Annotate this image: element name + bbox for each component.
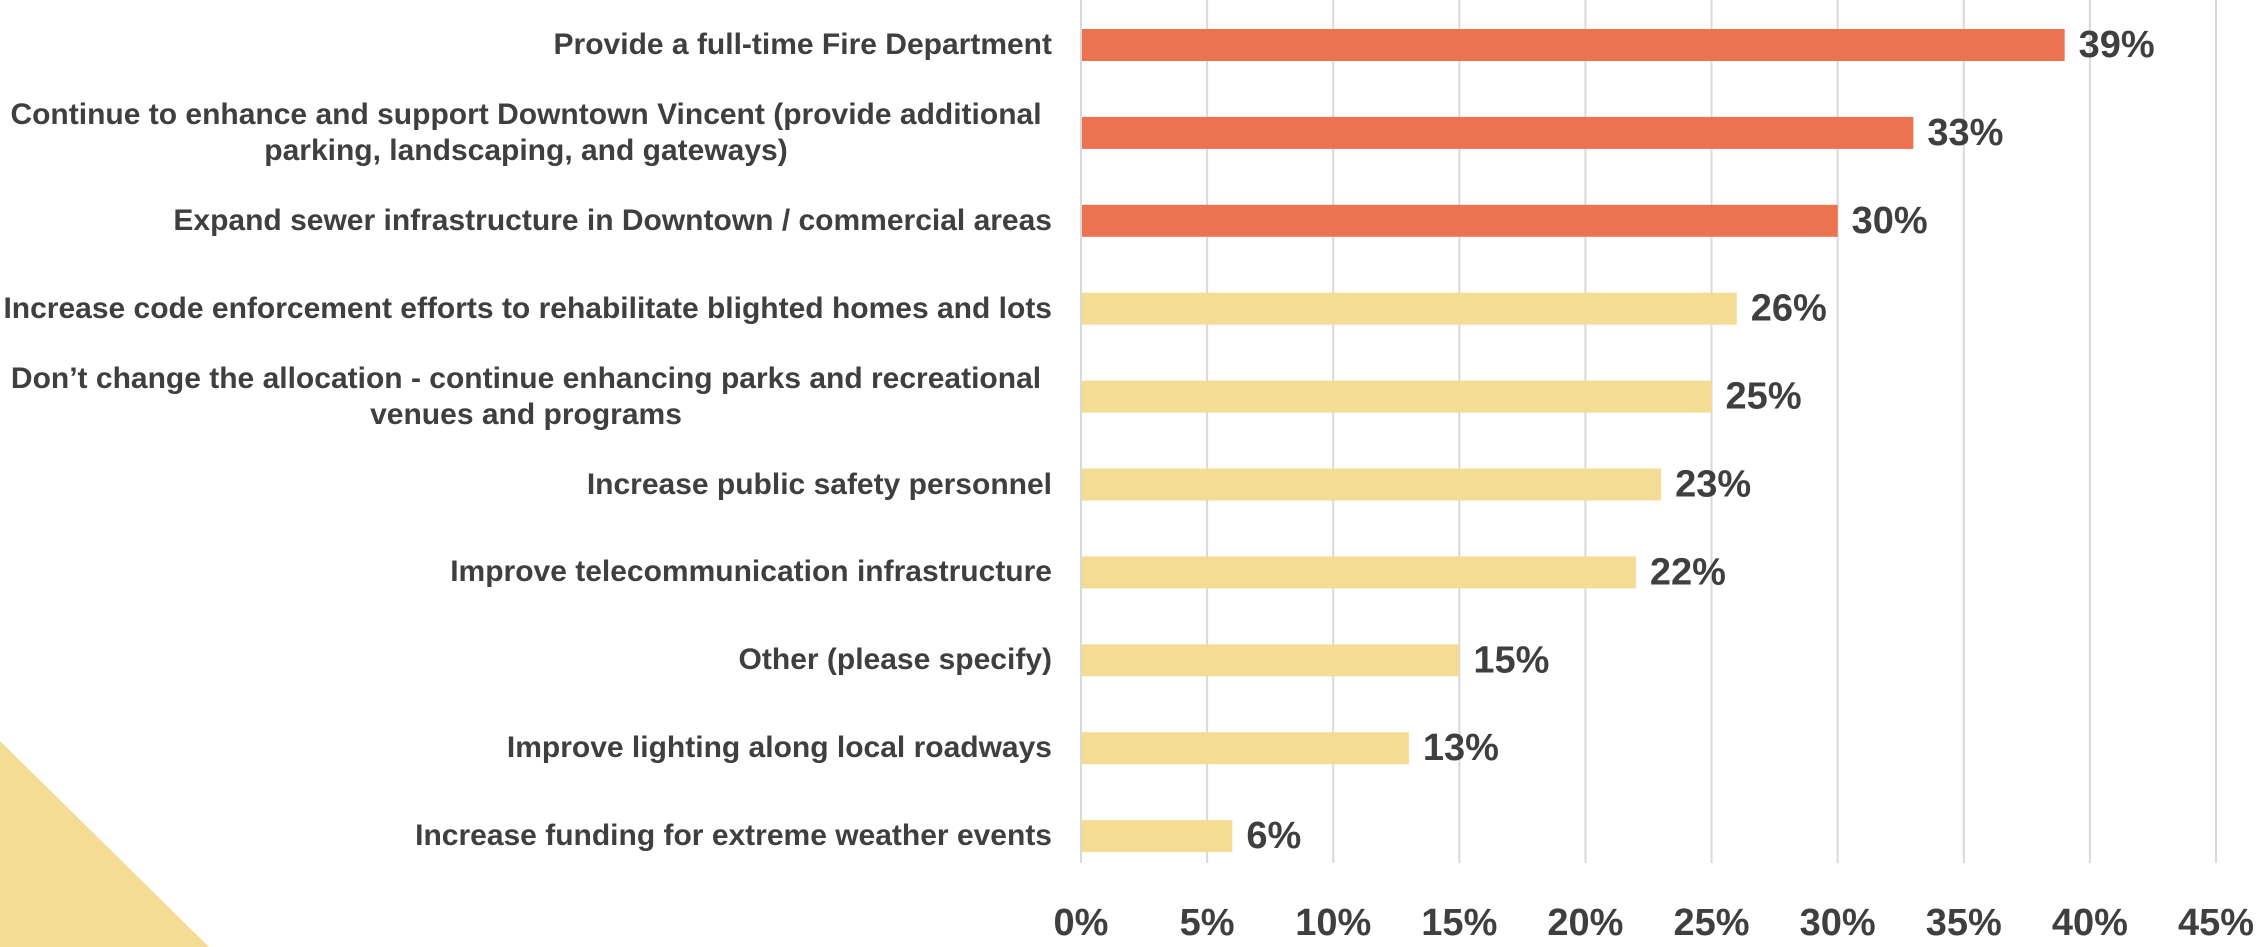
- category-label: Increase funding for extreme weather eve…: [415, 819, 1052, 853]
- value-label: 23%: [1675, 464, 1751, 506]
- x-tick-label: 10%: [1295, 902, 1371, 944]
- category-label-box: Other (please specify): [0, 620, 1052, 700]
- value-label: 26%: [1751, 288, 1827, 330]
- category-label: Increase public safety personnel: [586, 467, 1052, 501]
- x-tick-label: 25%: [1674, 902, 1750, 944]
- value-label: 30%: [1852, 200, 1928, 242]
- bar: [1081, 644, 1460, 677]
- x-tick-label: 40%: [2052, 902, 2128, 944]
- category-label: Don’t change the allocation - continue e…: [10, 361, 1042, 431]
- value-label: 6%: [1246, 815, 1301, 857]
- bar: [1081, 29, 2065, 61]
- category-label-box: Increase funding for extreme weather eve…: [0, 796, 1052, 876]
- category-label-box: Improve lighting along local roadways: [0, 708, 1052, 788]
- bar: [1081, 820, 1233, 853]
- category-label-box: Increase code enforcement efforts to reh…: [0, 269, 1052, 349]
- category-label: Expand sewer infrastructure in Downtown …: [173, 203, 1052, 237]
- category-label: Other (please specify): [738, 643, 1052, 677]
- category-label: Provide a full-time Fire Department: [553, 28, 1052, 61]
- bar: [1081, 468, 1662, 501]
- x-tick-label: 45%: [2178, 902, 2254, 944]
- bar: [1081, 204, 1838, 237]
- value-label: 22%: [1650, 551, 1726, 593]
- x-tick-label: 5%: [1180, 902, 1235, 944]
- value-label: 25%: [1726, 376, 1802, 418]
- value-label: 15%: [1473, 639, 1549, 681]
- bar: [1081, 380, 1712, 413]
- bar: [1081, 732, 1409, 765]
- category-label-box: Expand sewer infrastructure in Downtown …: [0, 181, 1052, 261]
- category-label-box: Increase public safety personnel: [0, 445, 1052, 525]
- category-label-box: Continue to enhance and support Downtown…: [0, 93, 1052, 173]
- bar: [1081, 556, 1636, 589]
- x-tick-label: 15%: [1421, 902, 1497, 944]
- x-tick-label: 0%: [1054, 902, 1109, 944]
- category-label-box: Don’t change the allocation - continue e…: [0, 357, 1052, 437]
- bar: [1081, 292, 1737, 325]
- category-label: Improve telecommunication infrastructure: [450, 555, 1052, 589]
- x-tick-label: 20%: [1547, 902, 1623, 944]
- bar: [1081, 116, 1914, 149]
- x-tick-label: 30%: [1800, 902, 1876, 944]
- value-label: 13%: [1423, 727, 1499, 769]
- decoration-triangle: [0, 741, 209, 947]
- category-label: Increase code enforcement efforts to reh…: [3, 291, 1052, 325]
- category-label: Continue to enhance and support Downtown…: [10, 97, 1042, 167]
- category-label: Improve lighting along local roadways: [506, 731, 1052, 765]
- value-label: 39%: [2079, 24, 2155, 66]
- category-label-box: Improve telecommunication infrastructure: [0, 532, 1052, 612]
- x-tick-label: 35%: [1926, 902, 2002, 944]
- category-label-box: Provide a full-time Fire Department: [0, 5, 1052, 85]
- value-label: 33%: [1927, 112, 2003, 154]
